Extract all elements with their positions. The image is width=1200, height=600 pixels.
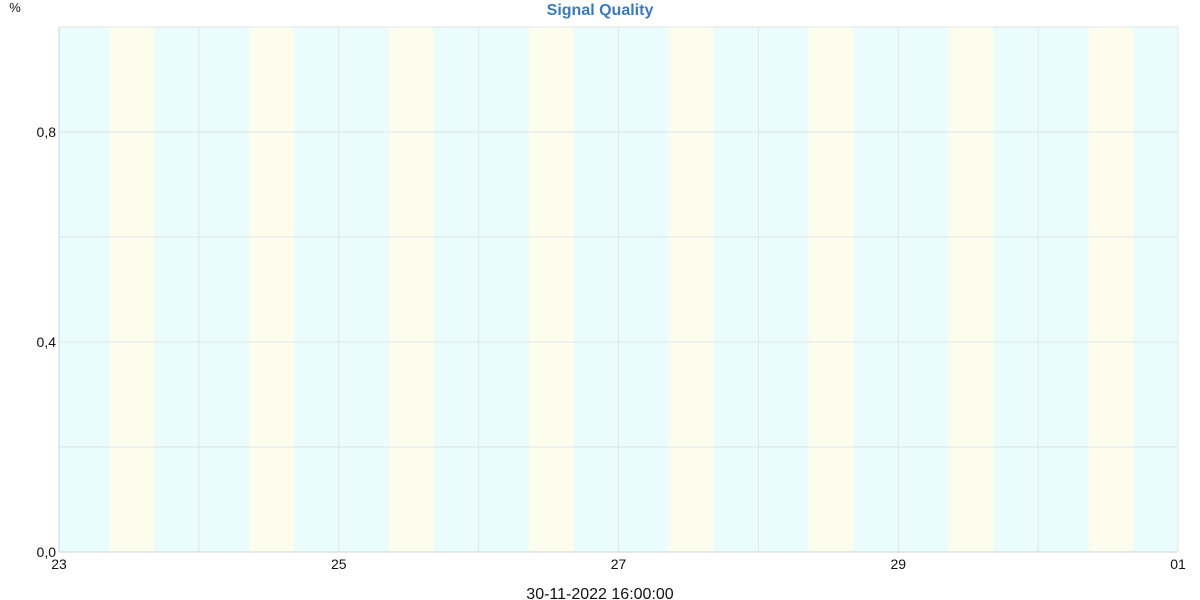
axes — [58, 26, 1179, 553]
daylight-band-7 — [948, 27, 994, 552]
y-tick-label: 0,8 — [37, 124, 57, 140]
daylight-band-8 — [1088, 27, 1134, 552]
x-tick-label: 01 — [1170, 556, 1186, 572]
daylight-band-6 — [808, 27, 854, 552]
grid-lines — [59, 26, 1178, 552]
daylight-band-1 — [109, 27, 155, 552]
daylight-band-2 — [249, 27, 294, 552]
y-tick-label: 0,0 — [37, 544, 57, 560]
y-axis-unit: % — [9, 0, 21, 15]
y-tick-label: 0,4 — [37, 334, 57, 350]
tick-labels: 0,0 0,4 0,8 23 25 27 29 01 — [37, 124, 1186, 572]
x-tick-label: 29 — [890, 556, 906, 572]
daylight-band-4 — [528, 27, 574, 552]
chart-title: Signal Quality — [547, 2, 654, 19]
x-tick-label: 27 — [611, 556, 627, 572]
daylight-band-5 — [668, 27, 714, 552]
x-tick-label: 25 — [331, 556, 347, 572]
timestamp-label: 30-11-2022 16:00:00 — [526, 586, 673, 600]
x-tick-label: 23 — [51, 556, 67, 572]
daylight-band-3 — [389, 27, 434, 552]
